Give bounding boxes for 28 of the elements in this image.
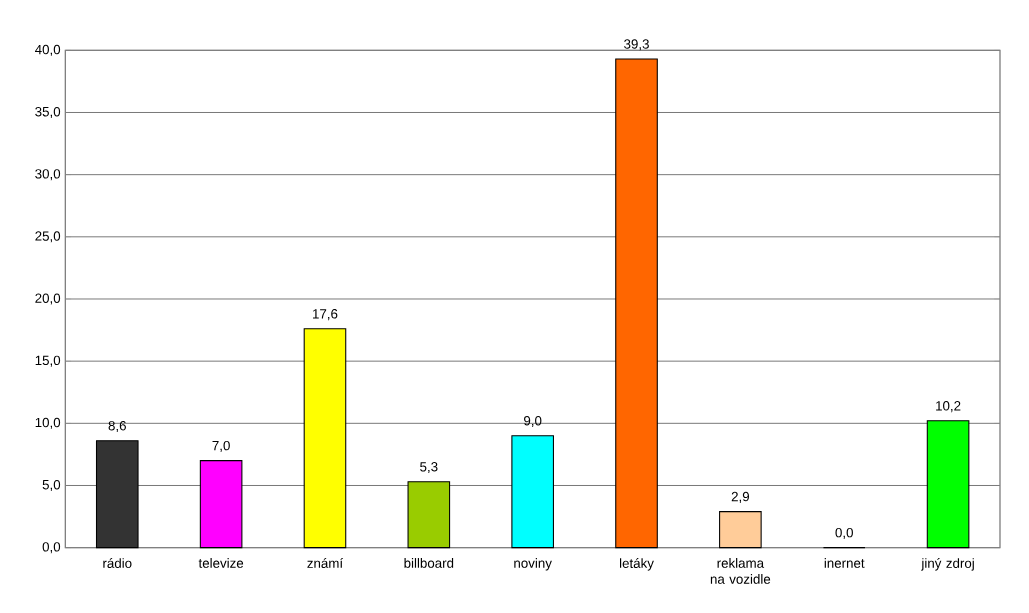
x-tick-label: jiný zdroj: [921, 558, 974, 571]
y-tick-label: 0,0: [42, 542, 61, 554]
data-label: 8,6: [108, 421, 126, 433]
x-tick-label: noviny: [514, 558, 552, 571]
data-label: 2,9: [731, 491, 750, 503]
y-tick-label: 25,0: [35, 231, 61, 243]
y-tick-label: 15,0: [35, 355, 61, 367]
y-tick-label: 20,0: [35, 293, 61, 305]
bar: [719, 511, 762, 549]
y-tick-label: 40,0: [34, 44, 61, 56]
data-label: 0,0: [835, 527, 853, 539]
y-tick-label: 30,0: [35, 169, 61, 181]
y-tick-label: 5,0: [42, 479, 61, 491]
data-label: 17,6: [313, 309, 338, 321]
data-label: 10,2: [936, 401, 961, 413]
x-tick-label: billboard: [404, 558, 454, 568]
data-label: 7,0: [212, 440, 230, 452]
x-tick-label: známí: [307, 558, 344, 568]
x-tick-label: inernet: [824, 558, 865, 568]
x-tick-label: rádio: [103, 558, 132, 568]
x-tick-label: reklama na vozidle: [710, 558, 771, 584]
y-tick-label: 35,0: [35, 106, 61, 119]
x-tick-label: televize: [198, 558, 244, 568]
data-label: 9,0: [524, 416, 542, 428]
data-label: 39,3: [624, 39, 649, 51]
data-label: 5,3: [420, 462, 438, 474]
y-tick-label: 10,0: [35, 417, 61, 429]
x-tick-label: letáky: [620, 558, 654, 571]
